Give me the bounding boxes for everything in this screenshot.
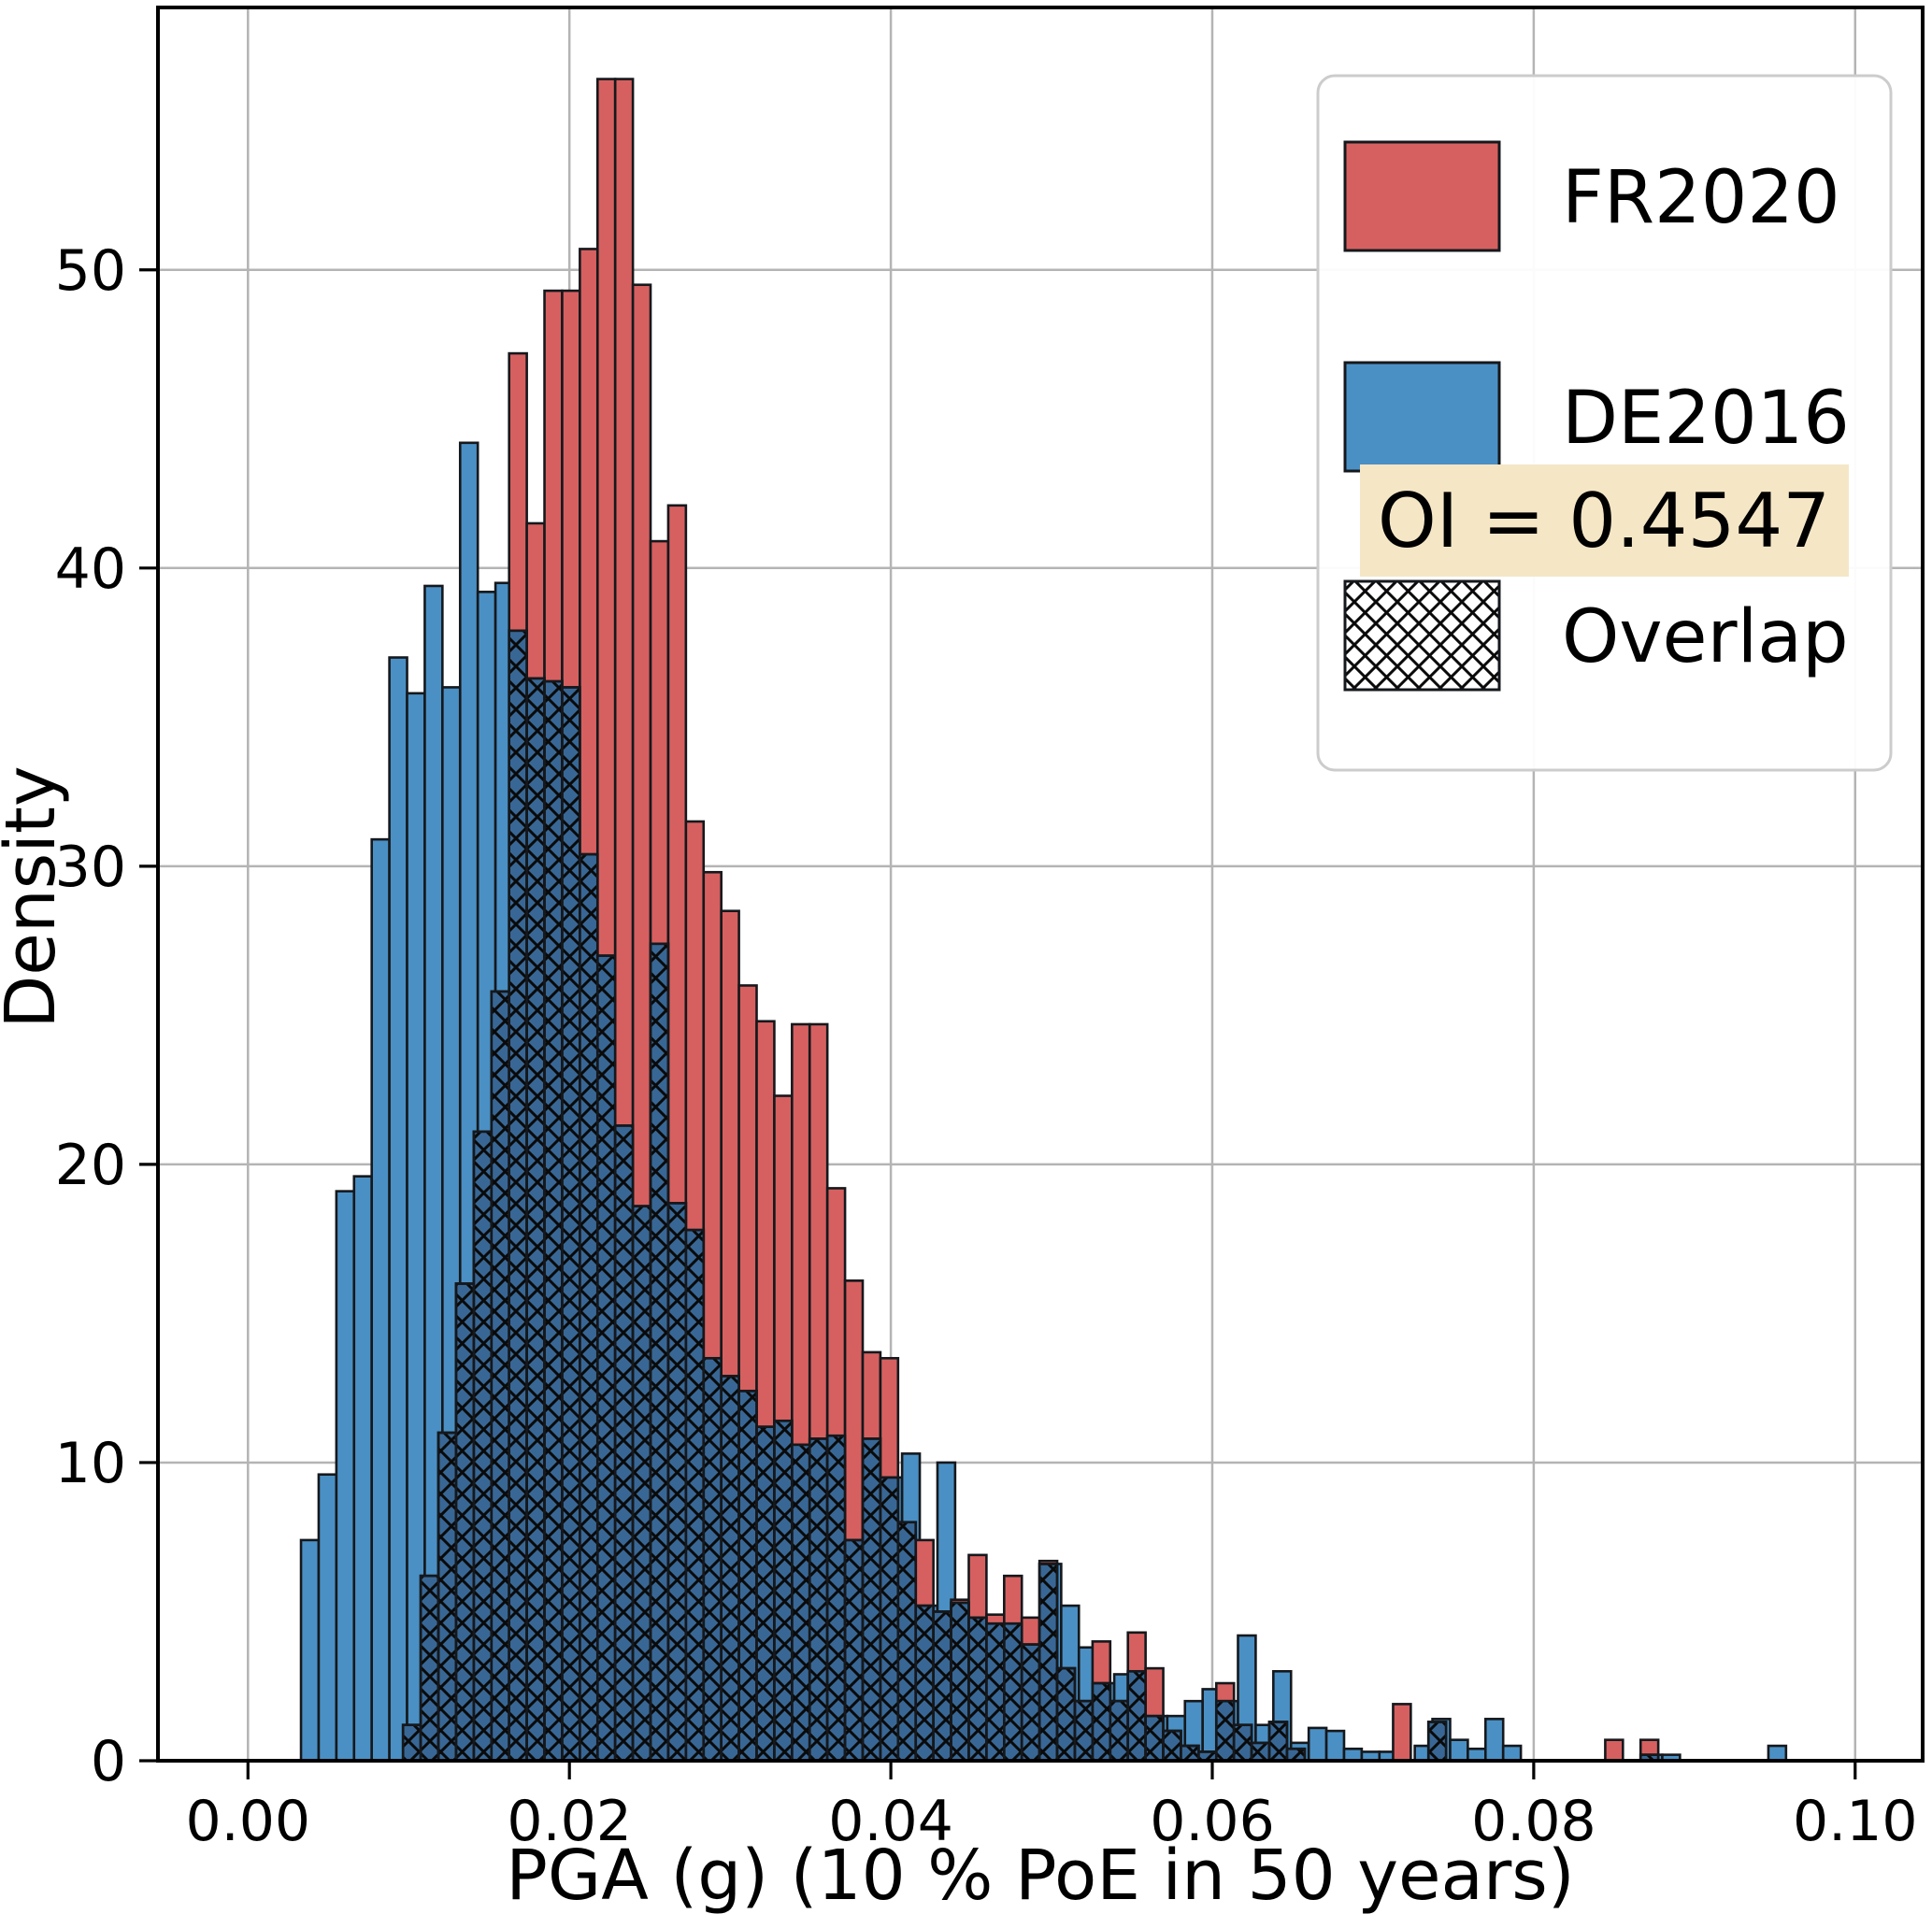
x-tick-label: 0.06 — [1150, 1789, 1275, 1854]
histogram-bar-overlap-hatch — [1020, 1643, 1041, 1763]
histogram-bar-overlap-hatch — [914, 1604, 935, 1763]
histogram-bar-overlap-hatch — [1109, 1699, 1130, 1763]
histogram-bar-overlap-hatch — [967, 1616, 988, 1763]
histogram-bar-overlap-hatch — [595, 954, 617, 1763]
histogram-bar-overlap-hatch — [755, 1425, 776, 1763]
y-tick-label: 30 — [55, 835, 126, 900]
legend-swatch-overlap-hatch — [1343, 579, 1501, 692]
histogram-bar-overlap-hatch — [666, 1202, 688, 1763]
x-tick-label: 0.04 — [828, 1789, 953, 1854]
x-tick-label: 0.08 — [1471, 1789, 1596, 1854]
histogram-bar-de2016 — [317, 1473, 338, 1763]
histogram-bar-overlap-hatch — [1232, 1723, 1253, 1763]
histogram-bar-fr2020 — [1604, 1738, 1624, 1763]
histogram-bar-overlap-hatch — [720, 1375, 740, 1763]
histogram-bar-overlap-hatch — [1003, 1621, 1023, 1763]
x-axis-label: PGA (g) (10 % PoE in 50 years) — [506, 1835, 1574, 1914]
legend-item-overlap: Overlap — [1343, 579, 1849, 692]
histogram-bar-overlap-hatch — [702, 1356, 723, 1763]
histogram-bar-de2016 — [370, 837, 391, 1763]
oi-annotation-box — [1360, 464, 1849, 577]
histogram-bar-overlap-hatch — [543, 679, 564, 1763]
histogram-bar-de2016 — [1449, 1738, 1469, 1763]
x-tick-label: 0.02 — [507, 1789, 632, 1854]
x-tick-label: 0.00 — [185, 1789, 310, 1854]
y-tick-label: 0 — [91, 1729, 126, 1794]
bars-layer — [299, 78, 1788, 1763]
histogram-bar-de2016 — [1501, 1744, 1523, 1763]
y-tick-label: 40 — [55, 536, 126, 602]
histogram-bar-overlap-hatch — [1038, 1563, 1059, 1763]
legend-label-overlap: Overlap — [1562, 595, 1849, 679]
histogram-bar-overlap-hatch — [579, 852, 599, 1763]
histogram-bar-overlap-hatch — [932, 1610, 952, 1763]
histogram-bar-overlap-hatch — [1180, 1744, 1200, 1763]
legend-label-de2016: DE2016 — [1562, 377, 1850, 461]
legend: FR2020 DE2016 Overlap — [1316, 74, 1893, 772]
histogram-bar-overlap-hatch — [843, 1538, 865, 1763]
histogram-bar-overlap-hatch — [773, 1419, 794, 1763]
histogram-bar-de2016 — [335, 1190, 356, 1763]
histogram-bar-overlap-hatch — [879, 1476, 900, 1763]
histogram-bar-overlap-hatch — [508, 629, 528, 1763]
histogram-bar-overlap-hatch — [490, 990, 511, 1763]
histogram-bar-overlap-hatch — [1214, 1699, 1236, 1763]
histogram-bar-overlap-hatch — [472, 1130, 494, 1763]
histogram-bar-overlap-hatch — [825, 1434, 847, 1763]
x-tick-label: 0.10 — [1793, 1789, 1918, 1854]
histogram-bar-overlap-hatch — [1073, 1699, 1095, 1763]
histogram-bar-overlap-hatch — [401, 1723, 422, 1763]
histogram-bar-overlap-hatch — [861, 1437, 882, 1763]
histogram-bar-overlap-hatch — [419, 1574, 440, 1763]
legend-swatch-fr2020 — [1343, 140, 1501, 252]
histogram-bar-de2016 — [388, 656, 408, 1763]
histogram-bar-overlap-hatch — [1055, 1666, 1077, 1763]
histogram-bar-overlap-hatch — [1267, 1721, 1289, 1763]
histogram-bar-overlap-hatch — [791, 1443, 811, 1763]
histogram-bar-overlap-hatch — [561, 686, 581, 1763]
histogram-bar-de2016 — [1307, 1726, 1328, 1763]
histogram-bar-overlap-hatch — [454, 1282, 476, 1763]
histogram-bar-overlap-hatch — [950, 1601, 970, 1763]
y-tick-label: 50 — [55, 238, 126, 304]
plot-frame — [156, 6, 1925, 1763]
histogram-bar-overlap-hatch — [1091, 1681, 1112, 1763]
legend-item-fr2020: FR2020 — [1343, 140, 1840, 252]
y-axis-label: Density — [0, 765, 71, 1028]
histogram-bar-overlap-hatch — [1426, 1721, 1448, 1763]
histogram-bar-overlap-hatch — [808, 1437, 829, 1763]
histogram-bar-de2016 — [352, 1175, 373, 1763]
histogram-bar-overlap-hatch — [1144, 1714, 1165, 1763]
histogram-bar-overlap-hatch — [896, 1521, 918, 1763]
histogram-bar-overlap-hatch — [1250, 1741, 1271, 1763]
histogram-bar-de2016 — [1483, 1718, 1505, 1763]
tick-labels-layer: 0.00 0.02 0.04 0.06 0.08 0.10 0 10 20 30 40 50 — [55, 238, 1918, 1854]
y-tick-label: 20 — [55, 1133, 126, 1198]
oi-annotation-text: OI = 0.4547 — [1378, 478, 1830, 564]
histogram-bar-de2016 — [1767, 1744, 1788, 1763]
histogram-bar-overlap-hatch — [737, 1390, 758, 1763]
histogram-bar-overlap-hatch — [985, 1621, 1006, 1763]
histogram-bar-overlap-hatch — [631, 1205, 652, 1763]
histogram-bar-de2016 — [1324, 1729, 1346, 1763]
axes-frame-layer — [139, 6, 1925, 1779]
histogram-bar-overlap-hatch — [1162, 1729, 1182, 1763]
histogram-bar-overlap-hatch — [436, 1431, 458, 1763]
histogram-bar-overlap-hatch — [613, 1124, 635, 1763]
y-tick-label: 10 — [55, 1431, 126, 1496]
legend-swatch-de2016 — [1343, 361, 1501, 473]
histogram-bar-overlap-hatch — [525, 677, 546, 1763]
histogram-bar-overlap-hatch — [649, 942, 670, 1763]
legend-label-fr2020: FR2020 — [1562, 156, 1840, 240]
legend-item-de2016: DE2016 — [1343, 361, 1850, 473]
histogram-bar-overlap-hatch — [1126, 1669, 1147, 1763]
histogram-bar-fr2020 — [1392, 1703, 1412, 1763]
histogram-bar-de2016 — [299, 1538, 321, 1763]
oi-annotation: OI = 0.4547 — [1360, 464, 1849, 577]
histogram-bar-overlap-hatch — [684, 1228, 706, 1763]
